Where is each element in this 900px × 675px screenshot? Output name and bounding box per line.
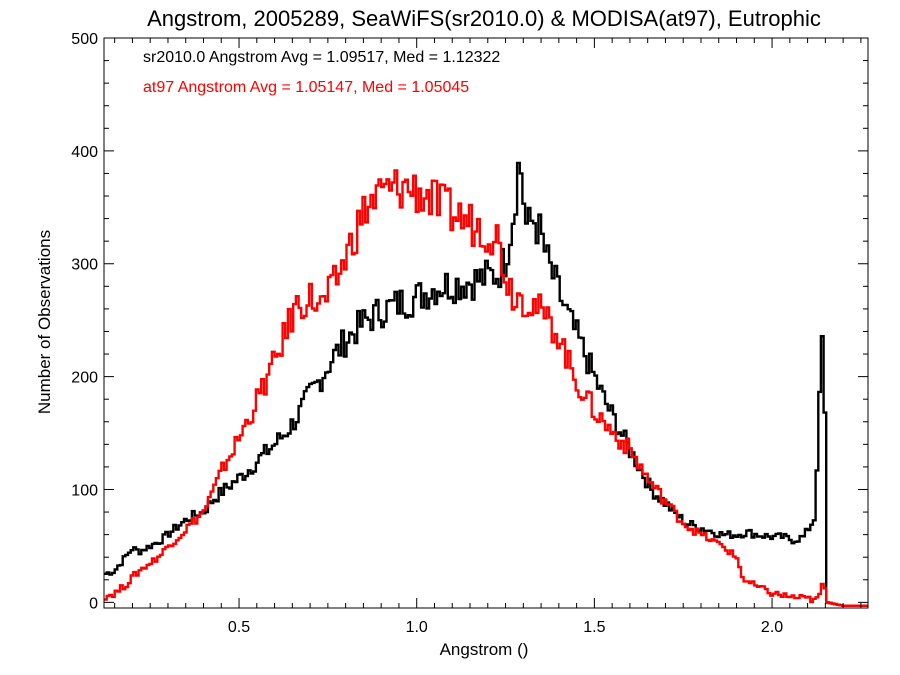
annotation-sr2010: sr2010.0 Angstrom Avg = 1.09517, Med = 1… <box>143 49 500 66</box>
x-axis-ticks: 0.5 1.0 1.5 2.0 <box>114 38 862 636</box>
chart-title: Angstrom, 2005289, SeaWiFS(sr2010.0) & M… <box>147 6 821 31</box>
plot-frame-rect <box>103 37 869 609</box>
x-tick-label: 0.5 <box>228 619 250 636</box>
y-tick-label: 300 <box>71 257 98 274</box>
y-tick-label: 200 <box>71 370 98 387</box>
series-line-0 <box>104 161 868 607</box>
y-axis-label: Number of Observations <box>35 230 54 414</box>
x-tick-label: 2.0 <box>761 619 783 636</box>
x-tick-label: 1.0 <box>406 619 428 636</box>
plot-frame <box>103 37 869 609</box>
series-layer <box>104 161 868 607</box>
series-line-1 <box>104 169 868 607</box>
y-tick-label: 100 <box>71 482 98 499</box>
y-axis-ticks: 0 100 200 300 400 500 <box>71 31 868 612</box>
annotation-at97: at97 Angstrom Avg = 1.05147, Med = 1.050… <box>143 79 469 96</box>
x-tick-label: 1.5 <box>583 619 605 636</box>
x-axis-label: Angstrom () <box>440 640 529 659</box>
y-tick-label: 400 <box>71 144 98 161</box>
y-tick-label: 0 <box>89 595 98 612</box>
y-tick-label: 500 <box>71 31 98 48</box>
